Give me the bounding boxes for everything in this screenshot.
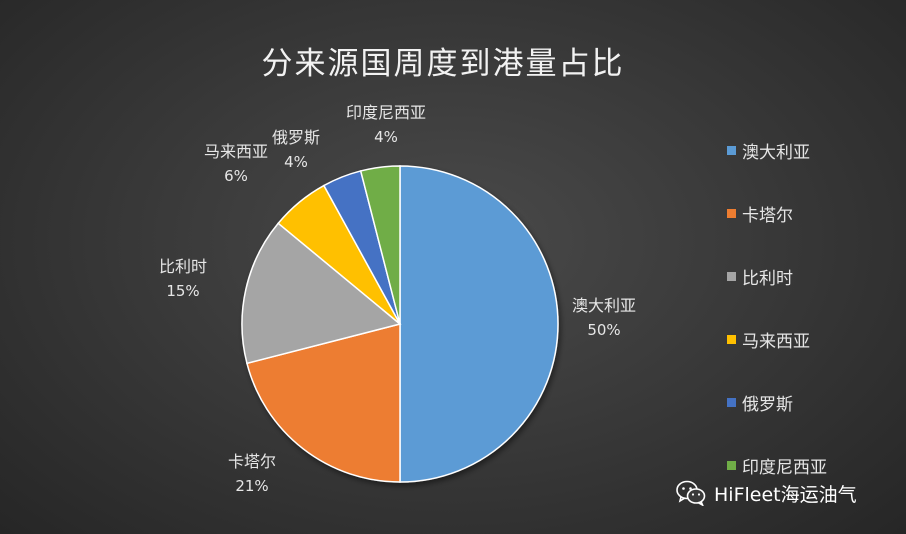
pie-slice <box>359 165 401 325</box>
slice-label-percent: 21% <box>235 477 268 495</box>
slice-label-percent: 4% <box>284 153 308 171</box>
pie-slice <box>399 165 559 483</box>
slice-label-percent: 50% <box>587 321 620 339</box>
chart-title: 分来源国周度到港量占比 <box>261 46 625 82</box>
legend-label: 澳大利亚 <box>742 142 810 163</box>
pie-slice <box>241 222 402 365</box>
legend-swatch <box>727 460 736 470</box>
legend-item: 印度尼西亚 <box>727 454 827 478</box>
slice-label-name: 卡塔尔 <box>228 452 276 471</box>
slice-label-name: 印度尼西亚 <box>346 103 426 122</box>
legend-item: 马来西亚 <box>727 328 810 352</box>
slice-label-name: 比利时 <box>159 257 207 276</box>
slice-label-name: 澳大利亚 <box>572 296 636 315</box>
legend-swatch <box>727 397 736 407</box>
legend-label: 印度尼西亚 <box>742 457 827 478</box>
slice-label-percent: 15% <box>166 282 199 300</box>
pie-slice <box>246 323 401 483</box>
slice-label-percent: 6% <box>224 167 248 185</box>
wechat-icon <box>676 480 706 506</box>
legend-swatch <box>727 271 736 281</box>
watermark: HiFleet海运油气 <box>676 478 857 508</box>
watermark-text: HiFleet海运油气 <box>714 483 857 506</box>
slice-label-percent: 4% <box>374 128 398 146</box>
legend-item: 比利时 <box>727 265 793 289</box>
legend-item: 俄罗斯 <box>727 391 793 415</box>
legend-swatch <box>727 145 736 155</box>
legend-label: 卡塔尔 <box>742 205 793 226</box>
legend-label: 俄罗斯 <box>742 394 793 415</box>
legend-swatch <box>727 334 736 344</box>
legend-swatch <box>727 208 736 218</box>
legend-item: 澳大利亚 <box>727 139 810 163</box>
legend-item: 卡塔尔 <box>727 202 793 226</box>
legend-label: 马来西亚 <box>742 331 810 352</box>
legend-label: 比利时 <box>742 268 793 289</box>
slice-label-name: 俄罗斯 <box>272 128 320 147</box>
slice-label-name: 马来西亚 <box>204 142 268 161</box>
